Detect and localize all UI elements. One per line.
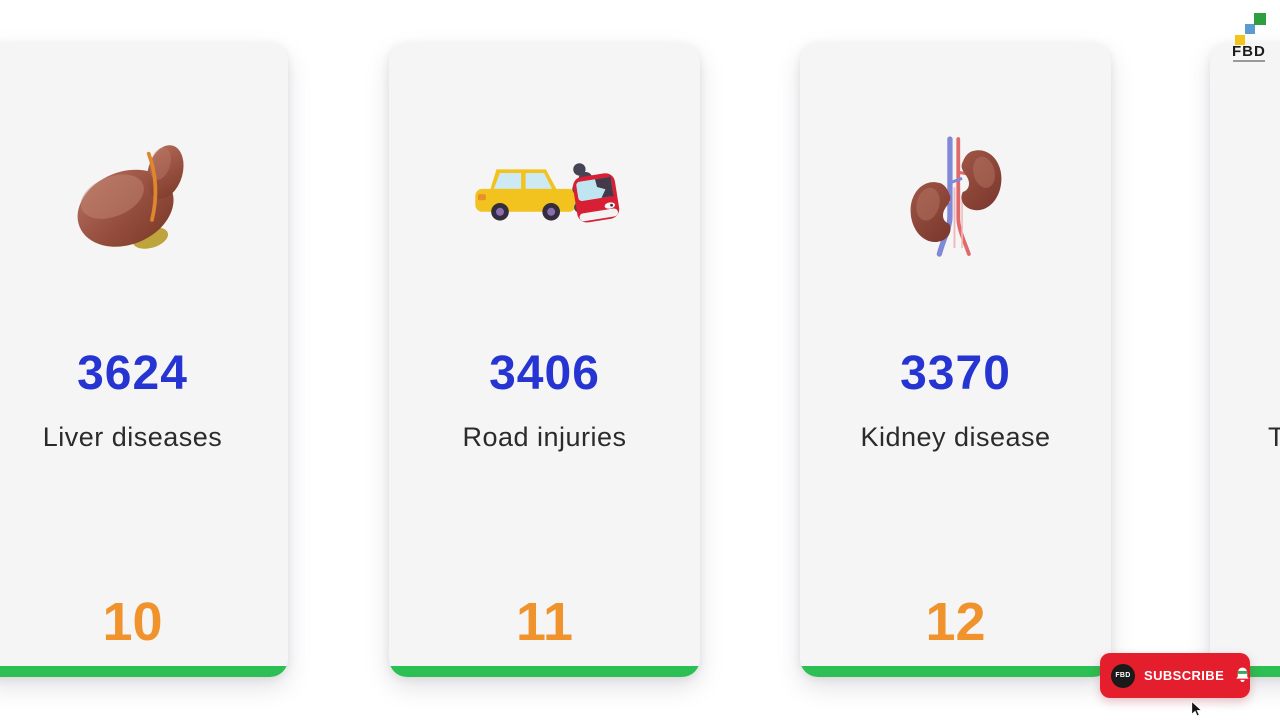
rank-card-liver: 3624 Liver diseases 10 bbox=[0, 43, 288, 677]
rank-card-road: 3406 Road injuries 11 bbox=[389, 43, 700, 677]
rank-number: 12 bbox=[925, 592, 986, 652]
cause-label: Liver diseases bbox=[42, 422, 223, 452]
rank-card-partial: T bbox=[1210, 43, 1280, 677]
bell-icon bbox=[1236, 667, 1250, 682]
death-count: 3624 bbox=[77, 347, 188, 400]
rank-card-kidney: 3370 Kidney disease 12 bbox=[800, 43, 1111, 677]
subscribe-label: SUBSCRIBE bbox=[1144, 668, 1225, 683]
cause-label: Kidney disease bbox=[860, 422, 1051, 452]
fbd-logo: FBD bbox=[1228, 10, 1276, 66]
mouse-cursor bbox=[1191, 700, 1203, 717]
card-accent-bar bbox=[389, 666, 700, 677]
subscribe-button[interactable]: FBD SUBSCRIBE bbox=[1100, 653, 1250, 698]
logo-tagline-line bbox=[1233, 60, 1265, 62]
rank-number: 11 bbox=[515, 592, 574, 652]
logo-text: FBD bbox=[1232, 43, 1266, 60]
liver-icon bbox=[0, 115, 288, 275]
car-crash-icon bbox=[389, 115, 700, 275]
card-accent-bar bbox=[800, 666, 1111, 677]
logo-square-green bbox=[1254, 13, 1266, 25]
death-count: 3370 bbox=[900, 347, 1011, 400]
cause-label: Road injuries bbox=[462, 422, 627, 452]
logo-square-yellow bbox=[1235, 35, 1245, 45]
card-accent-bar bbox=[0, 666, 288, 677]
kidneys-icon bbox=[800, 115, 1111, 275]
cause-label: T bbox=[1268, 422, 1280, 452]
fbd-badge-icon: FBD bbox=[1111, 663, 1135, 688]
death-count: 3406 bbox=[489, 347, 600, 400]
rank-number: 10 bbox=[102, 592, 163, 652]
logo-square-blue bbox=[1245, 24, 1255, 34]
